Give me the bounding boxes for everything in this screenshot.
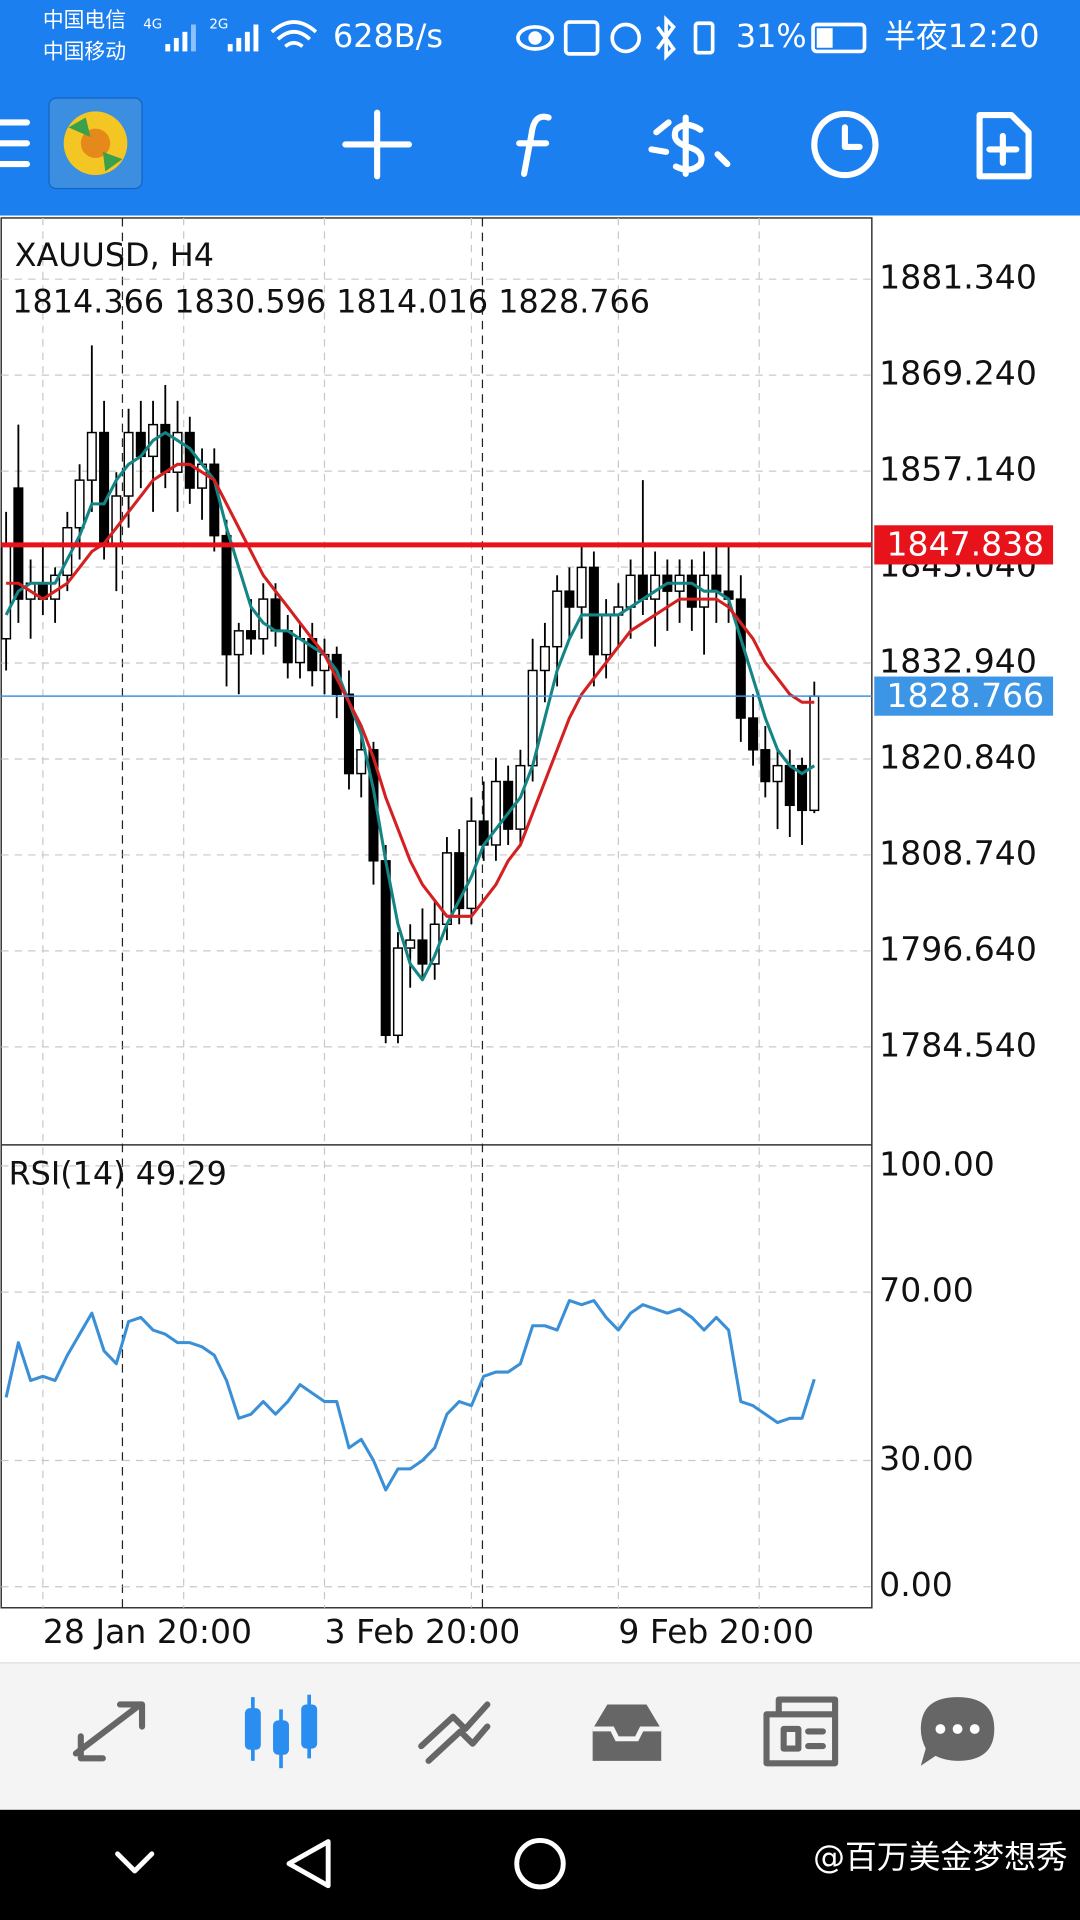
trade-button[interactable] [648,114,731,177]
candle-body [270,598,281,632]
y-tick-label: 1820.840 [879,737,1037,776]
price-label-box [874,525,1054,565]
candle-body [490,780,501,846]
symbol-title: XAUUSD, H4 [15,236,214,274]
candle-body [1,542,12,640]
candle-body [405,939,416,949]
price-label: 1847.838 [887,525,1045,564]
candle-body [356,749,367,775]
candle-body [74,479,85,529]
candle-body [417,939,428,965]
new-order-button[interactable] [976,112,1032,180]
y-tick-label: 30.00 [879,1439,974,1478]
candle-body [772,764,783,783]
candle-body [454,852,465,910]
candle-body [233,630,244,656]
ohlc-readout: 1814.366 1830.596 1814.016 1828.766 [12,283,650,321]
candle-body [99,431,110,545]
y-tick-label: 1784.540 [879,1025,1037,1064]
carrier: 中国电信 [43,8,126,32]
candle-body [784,764,795,807]
signal-icons [165,20,318,52]
y-tick-label: 1869.240 [879,354,1037,393]
bottom-nav [0,1662,1080,1810]
network-type: 2G [209,17,228,32]
clock: 半夜12:20 [884,17,1039,55]
y-tick-label: 0.00 [879,1565,953,1604]
candle-body [711,574,722,592]
candle-body [552,590,563,648]
candle-body [380,860,391,1037]
y-tick-label: 100.00 [879,1144,995,1183]
system-nav [0,1809,1080,1920]
price-label-box [874,676,1054,716]
x-tick-label: 3 Feb 20:00 [324,1612,520,1651]
candle-body [503,780,514,830]
battery-level: 31% [736,17,807,55]
y-tick-label: 1881.340 [879,258,1037,297]
candle-body [735,598,746,719]
y-tick-label: 1857.140 [879,450,1037,489]
watermark: @百万美金梦想秀 [813,1838,1068,1876]
battery-fill [816,28,833,48]
battery-icon [811,22,867,54]
trade-tab[interactable] [418,1701,491,1764]
timeframe-button[interactable] [811,110,879,179]
line-series [4,431,816,982]
candle-body [760,749,771,783]
candle-body [392,947,403,1037]
candle-body [172,431,183,473]
candle-body [576,566,587,608]
candle-body [797,764,808,812]
candle-body [809,695,820,812]
status-icons [516,15,715,61]
chat-tab[interactable] [920,1697,995,1766]
quotes-tab[interactable] [72,1701,146,1762]
candle-body [564,590,575,608]
candle-body [111,495,122,545]
menu-button[interactable] [0,119,30,168]
y-tick-label: 1832.940 [879,642,1037,681]
carrier: 中国移动 [43,40,126,64]
y-tick-label: 1808.740 [879,833,1037,872]
candle-body [368,749,379,862]
candle-body [625,574,636,608]
app-logo[interactable] [48,97,143,190]
candle-body [184,431,195,489]
y-tick-label: 70.00 [879,1271,974,1310]
candle-body [221,534,232,656]
x-tick-label: 9 Feb 20:00 [618,1612,814,1651]
candle-body [650,574,661,600]
candle-body [588,566,599,656]
chart-tab[interactable] [244,1694,318,1769]
news-tab[interactable] [763,1696,839,1767]
net-speed: 628B/s [333,17,443,55]
candle-body [86,431,97,481]
price-label: 1828.766 [887,676,1045,715]
candle-body [246,630,257,640]
candle-body [282,630,293,664]
line-series [6,462,815,918]
indicator-title: RSI(14) 49.29 [9,1155,227,1193]
network-type: 4G [143,17,162,32]
candle-body [539,645,550,672]
candle-body [343,693,354,775]
crosshair-button[interactable] [342,109,413,180]
indicators-button[interactable] [516,113,552,177]
candle-body [748,717,759,751]
history-tab[interactable] [592,1704,662,1761]
home-button[interactable] [514,1837,566,1890]
chart-frame [0,217,873,1609]
x-tick-label: 28 Jan 20:00 [43,1612,252,1651]
y-tick-label: 1796.640 [879,929,1037,968]
back-button[interactable] [286,1839,331,1889]
line-series [4,1298,816,1492]
candle-body [686,574,697,608]
candle-body [601,614,612,656]
hide-keyboard-button[interactable] [115,1851,155,1874]
